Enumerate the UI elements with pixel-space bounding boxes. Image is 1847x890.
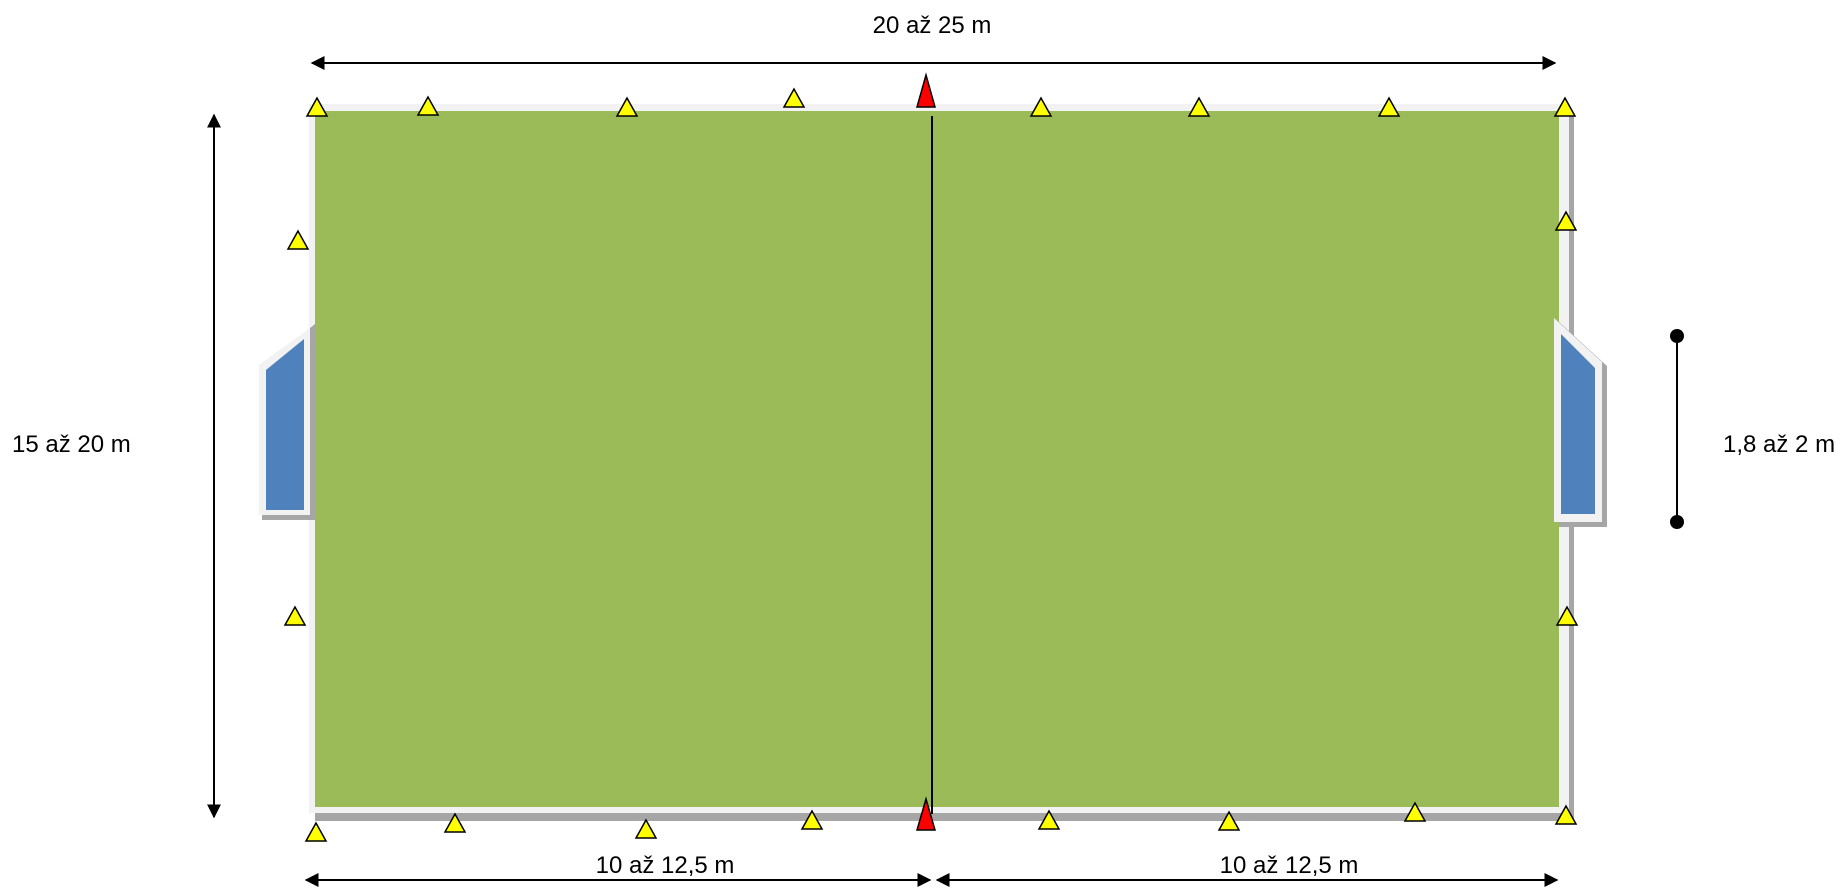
left-goal xyxy=(259,324,315,520)
cone-marker xyxy=(283,605,307,626)
cone-marker xyxy=(1553,96,1577,117)
cone-marker xyxy=(286,229,310,250)
goal-width-label: 1,8 až 2 m xyxy=(1723,431,1835,458)
playing-field xyxy=(309,104,1574,821)
cone-marker xyxy=(634,818,658,839)
cone-marker xyxy=(1217,810,1241,831)
cone-marker xyxy=(1403,801,1427,822)
cone-marker xyxy=(782,87,806,108)
cone-marker xyxy=(305,96,329,117)
cone-marker xyxy=(1554,804,1578,825)
total-width-label: 20 až 25 m xyxy=(873,12,992,39)
field-surface xyxy=(315,111,1559,807)
half-left-label: 10 až 12,5 m xyxy=(596,852,735,879)
center-cone-top xyxy=(916,72,936,108)
center-cone-bottom xyxy=(916,796,936,831)
cone-marker xyxy=(416,95,440,116)
cone-marker xyxy=(1029,96,1053,117)
total-height-label: 15 až 20 m xyxy=(12,431,131,458)
cone-marker xyxy=(1187,96,1211,117)
cone-marker xyxy=(1555,605,1579,626)
cone-marker xyxy=(1377,96,1401,117)
cone-marker xyxy=(1037,809,1061,830)
cone-marker xyxy=(615,96,639,117)
cone-marker xyxy=(1554,210,1578,231)
goal-width-indicator xyxy=(1670,329,1684,529)
cone-marker xyxy=(800,809,824,830)
half-right-label: 10 až 12,5 m xyxy=(1220,852,1359,879)
center-cones xyxy=(916,72,936,831)
cone-marker xyxy=(443,812,467,833)
right-goal xyxy=(1554,318,1607,527)
cone-marker xyxy=(304,821,328,842)
boundary-cones xyxy=(283,87,1579,842)
